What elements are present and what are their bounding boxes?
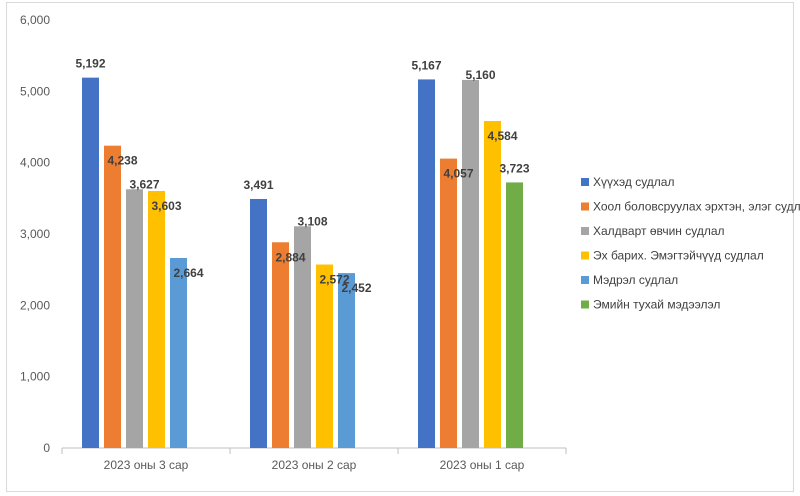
x-axis-ticks: 2023 оны 3 сар 2023 оны 2 сар 2023 оны 1 с… bbox=[104, 458, 525, 472]
legend-swatch bbox=[581, 202, 589, 211]
data-label: 4,584 bbox=[487, 129, 517, 143]
data-label: 2,452 bbox=[341, 281, 371, 295]
bar bbox=[506, 182, 523, 448]
data-label: 4,057 bbox=[443, 167, 473, 181]
legend-label: Мэдрэл судлал bbox=[593, 273, 678, 287]
y-tick-label: 2,000 bbox=[20, 298, 50, 312]
legend-swatch bbox=[581, 227, 589, 235]
legend: Хүүхэд судлал Хоол боловсруулах эрхтэн, э… bbox=[581, 175, 800, 312]
data-label: 5,192 bbox=[75, 57, 105, 71]
data-label: 3,603 bbox=[151, 199, 181, 213]
x-tick-label: 2023 оны 2 сар bbox=[272, 458, 357, 472]
y-axis-ticks: 0 1,000 2,000 3,000 4,000 5,000 6,000 bbox=[20, 13, 50, 455]
legend-swatch bbox=[581, 251, 589, 260]
category-dividers bbox=[61, 448, 567, 454]
data-label: 3,627 bbox=[129, 177, 159, 191]
data-label: 3,108 bbox=[297, 214, 327, 228]
bar bbox=[440, 158, 457, 449]
bar bbox=[338, 273, 355, 448]
data-label: 4,238 bbox=[107, 154, 137, 168]
data-label: 3,723 bbox=[499, 161, 529, 175]
bar bbox=[272, 242, 289, 448]
y-tick-label: 3,000 bbox=[20, 227, 50, 241]
data-label: 2,884 bbox=[275, 250, 305, 264]
y-tick-label: 0 bbox=[43, 441, 50, 455]
bar bbox=[418, 79, 435, 449]
y-tick-label: 4,000 bbox=[20, 156, 50, 170]
x-tick-label: 2023 оны 1 сар bbox=[440, 458, 525, 472]
data-label: 5,160 bbox=[465, 68, 495, 82]
y-tick-label: 5,000 bbox=[20, 84, 50, 98]
bar bbox=[82, 77, 99, 449]
legend-label: Эх барих. Эмэгтэйчүүд судлал bbox=[593, 249, 764, 263]
legend-label: Эмийн тухай мэдээлэл bbox=[593, 298, 720, 312]
legend-label: Хүүхэд судлал bbox=[593, 175, 674, 189]
bar bbox=[104, 145, 121, 448]
bar bbox=[126, 189, 143, 449]
legend-swatch bbox=[581, 300, 589, 309]
bar bbox=[250, 198, 267, 448]
y-tick-label: 6,000 bbox=[20, 13, 50, 27]
bars bbox=[82, 77, 523, 449]
data-label: 2,572 bbox=[319, 273, 349, 287]
bar bbox=[484, 121, 501, 449]
data-label: 5,167 bbox=[411, 58, 441, 72]
bar bbox=[316, 264, 333, 448]
legend-swatch bbox=[581, 276, 589, 284]
legend-swatch bbox=[581, 178, 589, 186]
legend-label: Хоол боловсруулах эрхтэн, элэг судлал bbox=[593, 200, 800, 214]
x-tick-label: 2023 оны 3 сар bbox=[104, 458, 189, 472]
legend-label: Халдварт өвчин судлал bbox=[593, 224, 725, 238]
chart-frame bbox=[6, 2, 794, 492]
bar bbox=[170, 257, 187, 448]
data-label: 3,491 bbox=[243, 178, 273, 192]
bar bbox=[462, 79, 479, 449]
data-labels: 5,192 4,238 3,627 3,603 2,664 3,491 2,884 3,108… bbox=[75, 57, 529, 295]
bar bbox=[294, 226, 311, 448]
bar bbox=[148, 190, 165, 448]
data-label: 2,664 bbox=[173, 266, 203, 280]
y-tick-label: 1,000 bbox=[20, 370, 50, 384]
